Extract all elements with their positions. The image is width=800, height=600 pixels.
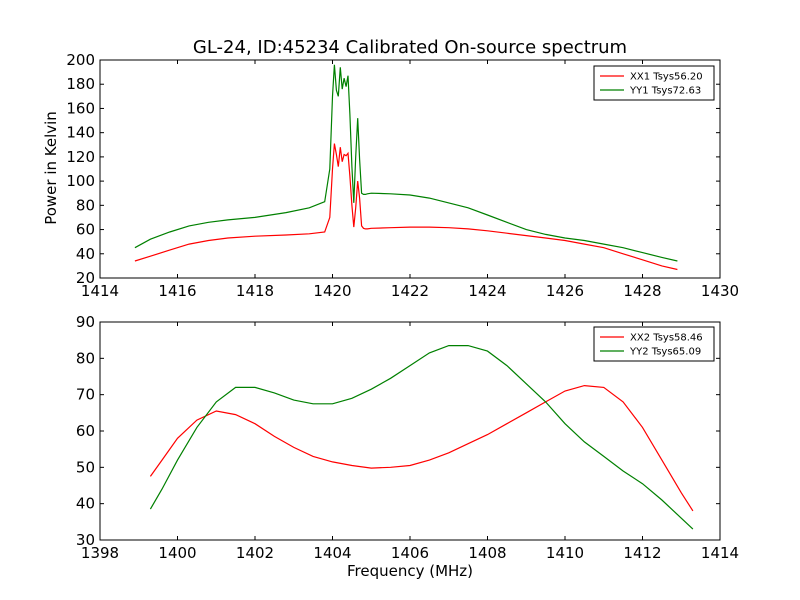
x-tick-label: 1416: [158, 282, 196, 300]
x-tick-label: 1424: [468, 282, 506, 300]
series-line-1-1: [149, 345, 694, 530]
y-tick-label: 90: [76, 313, 95, 331]
legend-box-1: [593, 326, 715, 362]
y-axis-label-top: Power in Kelvin: [42, 111, 60, 225]
x-tick-label: 1408: [468, 544, 506, 562]
y-tick-label: 60: [76, 221, 95, 239]
top-spectrum-plot: 1414 1416 1418 1420 1422 1424 1426 1428 1430 20 40…: [66, 51, 739, 300]
y-tick-label: 200: [66, 51, 95, 69]
y-tick-label: 40: [76, 245, 95, 263]
x-tick-label: 1398: [81, 544, 119, 562]
y-tick-label: 100: [66, 172, 95, 190]
x-tick-label: 1410: [546, 544, 584, 562]
series-line-0-0: [134, 143, 678, 271]
x-tick-label: 1400: [158, 544, 196, 562]
x-tick-label: 1402: [236, 544, 274, 562]
legend-label: XX1 Tsys56.20: [630, 72, 703, 83]
series-line-1-0: [149, 384, 694, 512]
x-tick-label: 1406: [391, 544, 429, 562]
y-tick-label: 50: [76, 458, 95, 476]
x-tick-label: 1418: [236, 282, 274, 300]
y-tick-label: 40: [76, 495, 95, 513]
x-axis-label-bottom: Frequency (MHz): [347, 562, 473, 580]
legend-label: YY2 Tsys65.09: [629, 347, 701, 358]
legend-label: XX2 Tsys58.46: [630, 333, 703, 344]
y-tick-label: 70: [76, 386, 95, 404]
y-tick-label: 80: [76, 349, 95, 367]
chart-title-top: GL-24, ID:45234 Calibrated On-source spe…: [193, 37, 627, 58]
y-tick-label: 160: [66, 99, 95, 117]
y-tick-label: 60: [76, 422, 95, 440]
x-tick-label: 1426: [546, 282, 584, 300]
y-tick-label: 20: [76, 269, 95, 287]
y-tick-label: 140: [66, 124, 95, 142]
x-tick-label: 1420: [313, 282, 351, 300]
y-tick-label: 80: [76, 196, 95, 214]
x-tick-label: 1412: [623, 544, 661, 562]
legend-label: YY1 Tsys72.63: [629, 86, 701, 97]
x-tick-label: 1430: [701, 282, 739, 300]
y-tick-label: 120: [66, 148, 95, 166]
y-tick-label: 30: [76, 531, 95, 549]
bottom-spectrum-plot: 1398 1400 1402 1404 1406 1408 1410 1412 1414 30 40…: [76, 313, 739, 562]
x-tick-label: 1404: [313, 544, 351, 562]
legend-box-0: [593, 65, 715, 101]
x-tick-label: 1414: [81, 282, 119, 300]
x-tick-label: 1414: [701, 544, 739, 562]
series-line-0-1: [134, 64, 678, 262]
x-tick-label: 1428: [623, 282, 661, 300]
y-tick-label: 180: [66, 75, 95, 93]
x-tick-label: 1422: [391, 282, 429, 300]
